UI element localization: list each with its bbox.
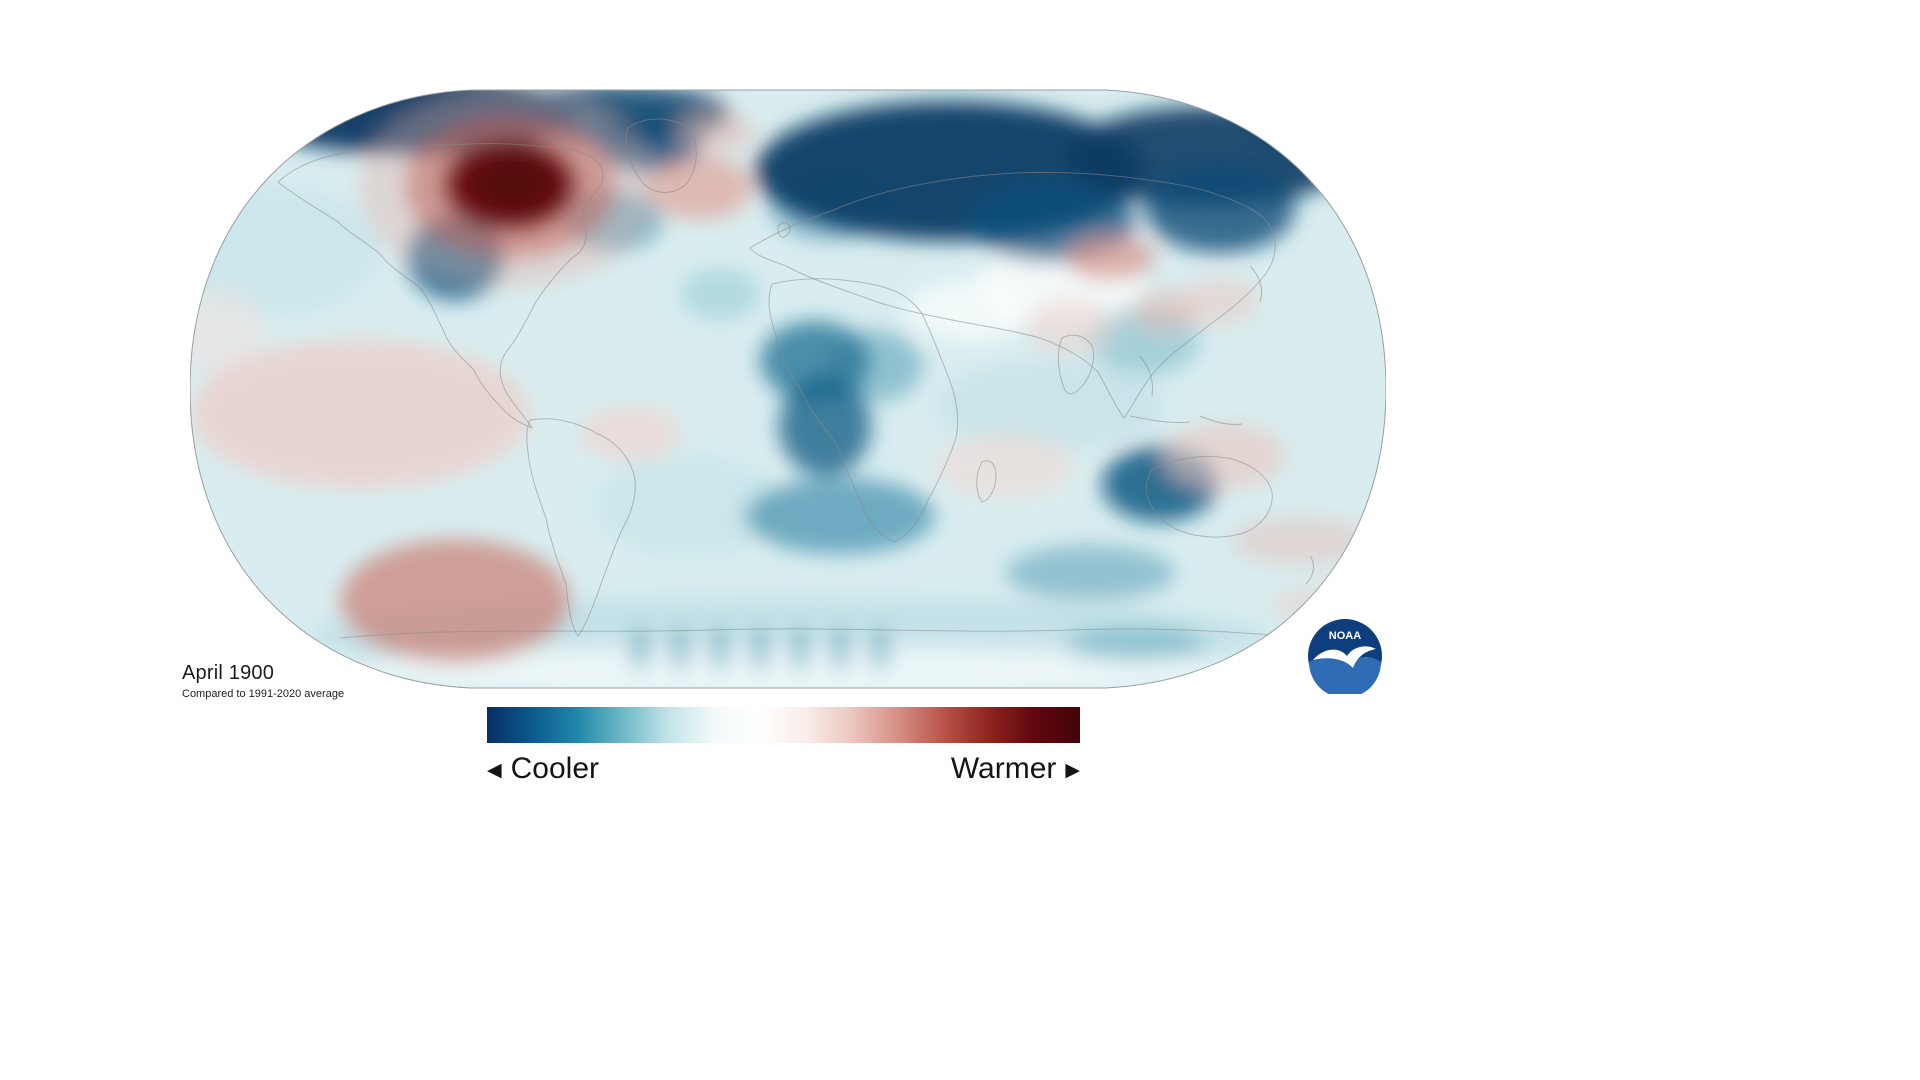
- cooler-arrow-icon: ◀: [487, 759, 502, 781]
- coast-se-asia: [1129, 355, 1243, 425]
- cooler-label-group: ◀ Cooler: [487, 752, 599, 786]
- noaa-logo-wave: [1309, 656, 1381, 694]
- warmer-label: Warmer: [950, 752, 1057, 785]
- coast-eurasia: [749, 172, 1276, 419]
- coast-australia: [1145, 456, 1273, 538]
- coast-africa: [768, 278, 959, 543]
- projection-outline: [190, 89, 1386, 689]
- color-scale-bar: [487, 707, 1080, 743]
- coast-new-zealand: [1305, 555, 1314, 585]
- coast-uk: [777, 222, 791, 238]
- warmer-arrow-icon: ▶: [1065, 759, 1080, 781]
- coast-japan: [1249, 265, 1263, 303]
- coast-south-america: [526, 418, 636, 637]
- world-anomaly-map: [190, 89, 1386, 689]
- map-caption: April 1900 Compared to 1991-2020 average: [182, 662, 344, 700]
- coast-north-america: [277, 142, 604, 430]
- noaa-seagull-icon: [1313, 646, 1376, 668]
- noaa-logo: NOAA: [1307, 618, 1383, 694]
- colorbar-labels: ◀ Cooler Warmer ▶: [487, 752, 1080, 786]
- coast-antarctica: [339, 628, 1341, 641]
- cooler-label: Cooler: [510, 752, 599, 785]
- warmer-label-group: Warmer ▶: [951, 752, 1080, 786]
- baseline-label: Compared to 1991-2020 average: [182, 688, 345, 700]
- coastlines: [277, 118, 1341, 641]
- coast-madagascar: [976, 460, 997, 503]
- date-label: April 1900: [182, 662, 275, 684]
- coast-india: [1057, 334, 1095, 395]
- anomaly-blob-layer: [190, 90, 1386, 688]
- coast-greenland: [625, 118, 697, 193]
- noaa-logo-text: NOAA: [1329, 630, 1361, 642]
